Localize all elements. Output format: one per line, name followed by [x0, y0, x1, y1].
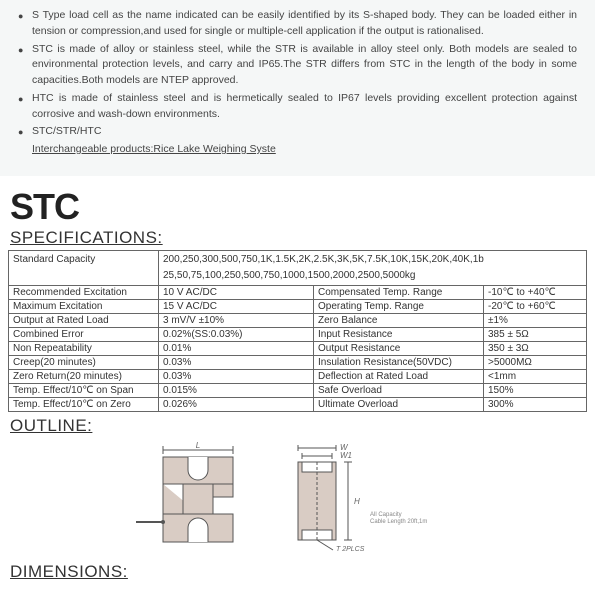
- spec-label: Temp. Effect/10℃ on Span: [9, 383, 159, 397]
- spec-value: 0.01%: [159, 341, 314, 355]
- spec-value: 15 V AC/DC: [159, 299, 314, 313]
- spec-value: <1mm: [484, 369, 587, 383]
- table-row: Temp. Effect/10℃ on Zero0.026%Ultimate O…: [9, 397, 587, 411]
- product-title: STC: [10, 186, 587, 228]
- table-row: Recommended Excitation10 V AC/DCCompensa…: [9, 285, 587, 299]
- spec-value: 10 V AC/DC: [159, 285, 314, 299]
- spec-value: -10℃ to +40℃: [484, 285, 587, 299]
- spec-label: Safe Overload: [314, 383, 484, 397]
- spec-label: Recommended Excitation: [9, 285, 159, 299]
- specifications-heading: SPECIFICATIONS:: [10, 228, 587, 248]
- interchangeable-products: Interchangeable products:Rice Lake Weigh…: [32, 142, 577, 158]
- bullet-icon: ●: [18, 124, 32, 140]
- spec-section: STC SPECIFICATIONS: Standard Capacity 20…: [0, 176, 595, 586]
- spec-value: 0.03%: [159, 369, 314, 383]
- table-row: Maximum Excitation15 V AC/DCOperating Te…: [9, 299, 587, 313]
- bullet-text: STC/STR/HTC: [32, 124, 577, 140]
- table-row: Combined Error0.02%(SS:0.03%)Input Resis…: [9, 327, 587, 341]
- dimensions-heading: DIMENSIONS:: [10, 562, 587, 582]
- spec-label: Non Repeatability: [9, 341, 159, 355]
- diagram-side-view: W W1 H All Capacity Cable Length 20ft,1m: [288, 442, 468, 552]
- spec-value: 300%: [484, 397, 587, 411]
- spec-label: Zero Return(20 minutes): [9, 369, 159, 383]
- spec-label: Maximum Excitation: [9, 299, 159, 313]
- spec-value: 0.03%: [159, 355, 314, 369]
- spec-label: Output at Rated Load: [9, 313, 159, 327]
- table-row: Output at Rated Load3 mV/V ±10%Zero Bala…: [9, 313, 587, 327]
- spec-label: Standard Capacity: [9, 250, 159, 285]
- table-row: Non Repeatability0.01%Output Resistance3…: [9, 341, 587, 355]
- spec-label: Zero Balance: [314, 313, 484, 327]
- spec-label: Compensated Temp. Range: [314, 285, 484, 299]
- spec-label: Deflection at Rated Load: [314, 369, 484, 383]
- specifications-table: Standard Capacity 200,250,300,500,750,1K…: [8, 250, 587, 412]
- bullet-icon: ●: [18, 8, 32, 40]
- svg-text:All Capacity: All Capacity: [370, 512, 402, 518]
- spec-label: Operating Temp. Range: [314, 299, 484, 313]
- spec-label: Input Resistance: [314, 327, 484, 341]
- spec-label: Insulation Resistance(50VDC): [314, 355, 484, 369]
- table-row: Temp. Effect/10℃ on Span0.015%Safe Overl…: [9, 383, 587, 397]
- svg-text:T 2PLCS: T 2PLCS: [336, 546, 365, 552]
- spec-value: -20℃ to +60℃: [484, 299, 587, 313]
- bullet-item: ● STC/STR/HTC: [18, 124, 577, 140]
- capacity-line-2: 25,50,75,100,250,500,750,1000,1500,2000,…: [163, 268, 582, 284]
- spec-label: Combined Error: [9, 327, 159, 341]
- bullet-text: S Type load cell as the name indicated c…: [32, 8, 577, 40]
- bullet-item: ● STC is made of alloy or stainless stee…: [18, 42, 577, 89]
- svg-text:H: H: [354, 497, 360, 506]
- bullet-text: HTC is made of stainless steel and is he…: [32, 91, 577, 123]
- spec-value: 385 ± 5Ω: [484, 327, 587, 341]
- spec-value: 0.015%: [159, 383, 314, 397]
- diagram-front-view: L: [128, 442, 268, 552]
- bullet-item: ● S Type load cell as the name indicated…: [18, 8, 577, 40]
- spec-value: 200,250,300,500,750,1K,1.5K,2K,2.5K,3K,5…: [159, 250, 587, 285]
- bullet-icon: ●: [18, 42, 32, 89]
- svg-text:Cable Length 20ft,1m: Cable Length 20ft,1m: [370, 519, 427, 525]
- bullet-text: STC is made of alloy or stainless steel,…: [32, 42, 577, 89]
- table-row: Creep(20 minutes)0.03%Insulation Resista…: [9, 355, 587, 369]
- bullet-item: ● HTC is made of stainless steel and is …: [18, 91, 577, 123]
- spec-label: Creep(20 minutes): [9, 355, 159, 369]
- capacity-line-1: 200,250,300,500,750,1K,1.5K,2K,2.5K,3K,5…: [163, 252, 582, 268]
- spec-label: Temp. Effect/10℃ on Zero: [9, 397, 159, 411]
- table-row: Zero Return(20 minutes)0.03%Deflection a…: [9, 369, 587, 383]
- bullet-icon: ●: [18, 91, 32, 123]
- svg-text:W1: W1: [340, 451, 352, 460]
- spec-value: 0.026%: [159, 397, 314, 411]
- spec-label: Ultimate Overload: [314, 397, 484, 411]
- table-row: Standard Capacity 200,250,300,500,750,1K…: [9, 250, 587, 285]
- spec-value: ±1%: [484, 313, 587, 327]
- outline-diagram: L W: [8, 438, 587, 560]
- spec-value: 150%: [484, 383, 587, 397]
- spec-value: 3 mV/V ±10%: [159, 313, 314, 327]
- outline-heading: OUTLINE:: [10, 416, 587, 436]
- spec-value: 350 ± 3Ω: [484, 341, 587, 355]
- svg-text:L: L: [195, 442, 199, 450]
- spec-value: >5000MΩ: [484, 355, 587, 369]
- spec-label: Output Resistance: [314, 341, 484, 355]
- spec-value: 0.02%(SS:0.03%): [159, 327, 314, 341]
- intro-bullets: ● S Type load cell as the name indicated…: [0, 0, 595, 176]
